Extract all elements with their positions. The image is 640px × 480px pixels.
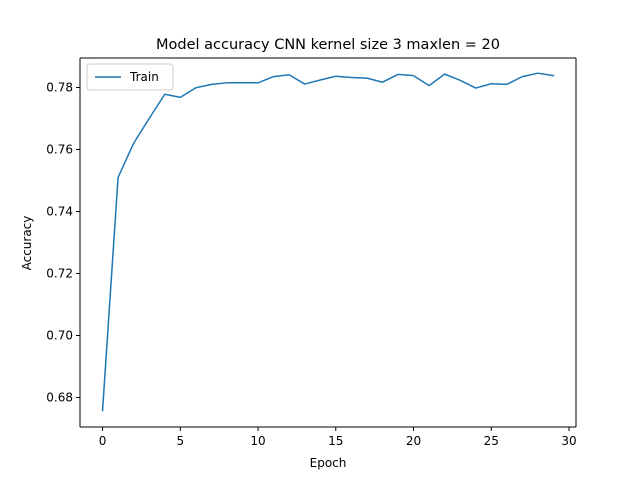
- y-tick-label-1: 0.70: [46, 329, 73, 343]
- x-tick-label-30: 30: [561, 434, 576, 448]
- y-axis-label: Accuracy: [20, 216, 34, 271]
- legend: Train: [86, 63, 174, 91]
- y-tick-label-2: 0.72: [46, 267, 73, 281]
- series-line-train: [101, 72, 555, 412]
- y-tick-label-0: 0.68: [46, 391, 73, 405]
- x-tick-label-20: 20: [406, 434, 421, 448]
- legend-label-train: Train: [129, 70, 159, 84]
- y-tick-label-5: 0.78: [46, 80, 73, 94]
- y-tick-label-3: 0.74: [46, 204, 73, 218]
- x-tick-label-15: 15: [328, 434, 343, 448]
- plot-area: 0 5 10 15 20 25 30 0.68 0.70 0.72 0.74 0.76 0.78 Trai…: [46, 57, 577, 448]
- x-tick-label-0: 0: [99, 434, 107, 448]
- chart-title: Model accuracy CNN kernel size 3 maxlen …: [156, 37, 500, 53]
- legend-box: [86, 63, 174, 91]
- x-tick-label-5: 5: [176, 434, 184, 448]
- x-tick-label-25: 25: [484, 434, 499, 448]
- x-tick-label-10: 10: [250, 434, 265, 448]
- x-axis-label: Epoch: [310, 456, 347, 470]
- y-tick-label-4: 0.76: [46, 142, 73, 156]
